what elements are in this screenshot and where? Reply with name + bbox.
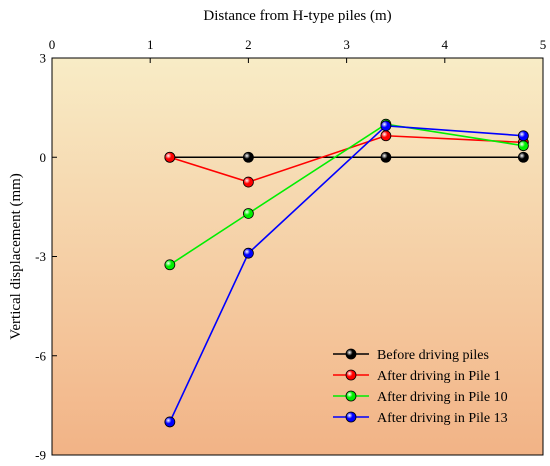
- plot-area: [51, 57, 544, 456]
- legend-label: Before driving piles: [377, 348, 489, 363]
- series-layer: [164, 118, 529, 428]
- data-point: [242, 247, 254, 259]
- series-line: [169, 123, 524, 266]
- legend-label: After driving in Pile 1: [377, 369, 501, 384]
- data-point: [517, 140, 529, 152]
- y-tick-label: -3: [35, 249, 46, 264]
- x-tick-label: 3: [343, 37, 350, 52]
- data-point: [380, 130, 392, 142]
- legend-label: After driving in Pile 10: [377, 390, 508, 405]
- legend-marker: [345, 390, 357, 402]
- legend-item: After driving in Pile 1: [333, 369, 501, 384]
- legend: Before driving piles After driving in Pil…: [333, 348, 508, 426]
- y-tick-label: -9: [35, 448, 46, 463]
- series-line: [169, 124, 524, 423]
- series-4: [164, 120, 529, 428]
- x-tick-label: 2: [245, 37, 252, 52]
- x-axis-title: Distance from H-type piles (m): [203, 8, 391, 24]
- data-point: [517, 130, 529, 142]
- data-point: [242, 176, 254, 188]
- data-point: [380, 151, 392, 163]
- axis-ticks: 0 1 2 3 4 530-3-6-9: [35, 37, 546, 463]
- legend-label: After driving in Pile 13: [377, 411, 508, 426]
- data-point: [164, 151, 176, 163]
- legend-marker: [345, 348, 357, 360]
- legend-marker: [345, 369, 357, 381]
- data-point: [164, 416, 176, 428]
- x-tick-label: 5: [540, 37, 547, 52]
- legend-marker: [345, 411, 357, 423]
- data-point: [517, 151, 529, 163]
- y-tick-label: 0: [40, 150, 47, 165]
- y-tick-label: -6: [35, 348, 46, 363]
- data-point: [242, 208, 254, 219]
- x-tick-label: 0: [49, 37, 56, 52]
- data-point: [164, 259, 176, 271]
- legend-item: After driving in Pile 13: [333, 411, 508, 426]
- y-axis-title: Vertical displacement (mm): [8, 173, 24, 340]
- data-point: [242, 151, 254, 163]
- series-line: [169, 134, 524, 183]
- data-point: [380, 120, 392, 132]
- legend-item: After driving in Pile 10: [333, 390, 508, 405]
- legend-item: Before driving piles: [333, 348, 489, 363]
- x-tick-label: 1: [147, 37, 154, 52]
- y-tick-label: 3: [40, 51, 47, 66]
- x-tick-label: 4: [442, 37, 449, 52]
